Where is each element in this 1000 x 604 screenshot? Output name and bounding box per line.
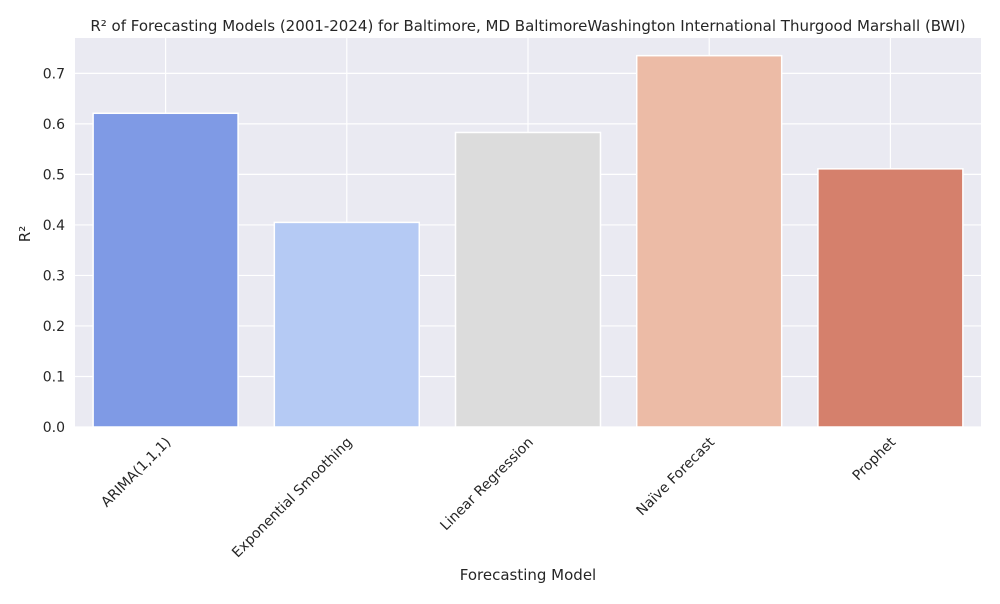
bars <box>92 54 964 428</box>
x-tick-label: Linear Regression <box>437 435 536 534</box>
bar-linear-regression <box>454 131 602 428</box>
chart-title: R² of Forecasting Models (2001-2024) for… <box>90 17 965 35</box>
y-tick-label: 0.0 <box>43 420 65 436</box>
bar-arima-1-1-1 <box>92 112 239 428</box>
x-tick-labels: ARIMA(1,1,1) Exponential Smoothing Linear … <box>98 434 899 561</box>
y-tick-label: 0.4 <box>43 218 65 234</box>
y-tick-label: 0.3 <box>43 268 65 284</box>
x-tick-label: Naïve Forecast <box>634 434 719 519</box>
bar-exponential-smoothing <box>273 221 421 428</box>
y-tick-label: 0.1 <box>43 369 65 385</box>
y-axis-label: R² <box>16 226 34 242</box>
x-tick-label: ARIMA(1,1,1) <box>98 435 174 511</box>
x-tick-label: Prophet <box>850 434 900 484</box>
x-axis-label: Forecasting Model <box>460 566 596 584</box>
y-tick-label: 0.2 <box>43 319 65 335</box>
bar-prophet <box>817 168 964 428</box>
y-tick-label: 0.5 <box>43 167 65 183</box>
y-tick-label: 0.6 <box>43 117 65 133</box>
bar-na-ve-forecast <box>635 54 783 428</box>
x-tick-label: Exponential Smoothing <box>229 435 356 562</box>
y-tick-labels: 0.0 0.1 0.2 0.3 0.4 0.5 0.6 0.7 <box>43 66 65 436</box>
y-tick-label: 0.7 <box>43 66 65 82</box>
